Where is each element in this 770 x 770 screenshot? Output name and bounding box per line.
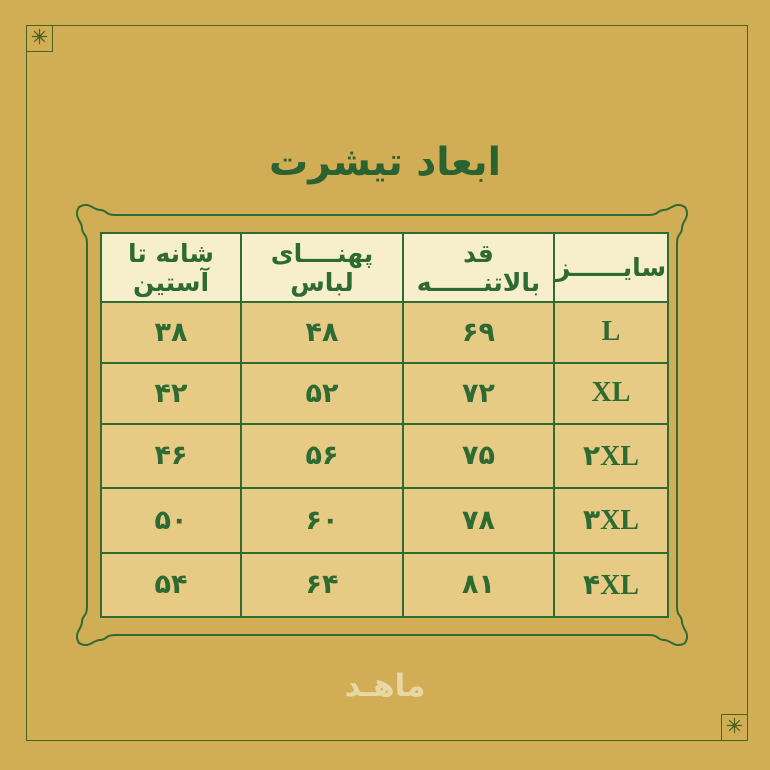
header-shoulder-to-sleeve: شانه تا آستین [100,232,242,303]
size-label: XL [591,377,631,409]
cell-shoulder-to-sleeve: ۴۶ [100,422,242,490]
header-size: سایــــــز [553,232,669,303]
header-torso-length: قد بالاتنــــــه [402,232,555,303]
cell-size: ۳XL [553,487,669,554]
cell-size: ۲XL [553,422,669,490]
cell-size: ۴XL [553,551,669,619]
cell-garment-width: ۶۴ [240,551,404,619]
cell-torso-length: ۶۹ [402,301,555,364]
cell-torso-length: ۸۱ [402,551,555,619]
table-row: ۲XL ۷۵ ۵۶ ۴۶ [100,422,669,490]
cell-shoulder-to-sleeve: ۳۸ [100,301,242,364]
cell-torso-length: ۷۵ [402,422,555,490]
table-row: ۳XL ۷۸ ۶۰ ۵۰ [100,487,669,554]
page-title: ابعاد تیشرت [269,140,501,185]
cell-garment-width: ۶۰ [240,487,404,554]
eight-point-star-icon [31,28,48,49]
cell-torso-length: ۷۸ [402,487,555,554]
cell-size: XL [553,361,669,425]
cell-shoulder-to-sleeve: ۵۴ [100,551,242,619]
cell-shoulder-to-sleeve: ۵۰ [100,487,242,554]
table-row: ۴XL ۸۱ ۶۴ ۵۴ [100,551,669,619]
corner-ornament-bottom-right [721,714,748,741]
brand-logo: ماهـد [344,668,426,704]
cell-garment-width: ۵۶ [240,422,404,490]
decorative-table-frame [75,203,689,647]
cell-shoulder-to-sleeve: ۴۲ [100,361,242,425]
header-garment-width: پهنــــای لباس [240,232,404,303]
size-label: ۲XL [583,440,639,472]
cell-garment-width: ۵۲ [240,361,404,425]
size-label: ۴XL [583,569,639,601]
cell-torso-length: ۷۲ [402,361,555,425]
table-header-row: سایــــــز قد بالاتنــــــه پهنــــای لب… [100,232,669,303]
size-label: ۳XL [583,505,639,537]
size-label: L [601,316,621,348]
cell-size: L [553,301,669,364]
table-row: XL ۷۲ ۵۲ ۴۲ [100,361,669,425]
table-row: L ۶۹ ۴۸ ۳۸ [100,301,669,364]
page-border [26,25,748,741]
cell-garment-width: ۴۸ [240,301,404,364]
size-table: سایــــــز قد بالاتنــــــه پهنــــای لب… [100,232,669,619]
eight-point-star-icon [726,717,743,738]
corner-ornament-top-left [26,25,53,52]
